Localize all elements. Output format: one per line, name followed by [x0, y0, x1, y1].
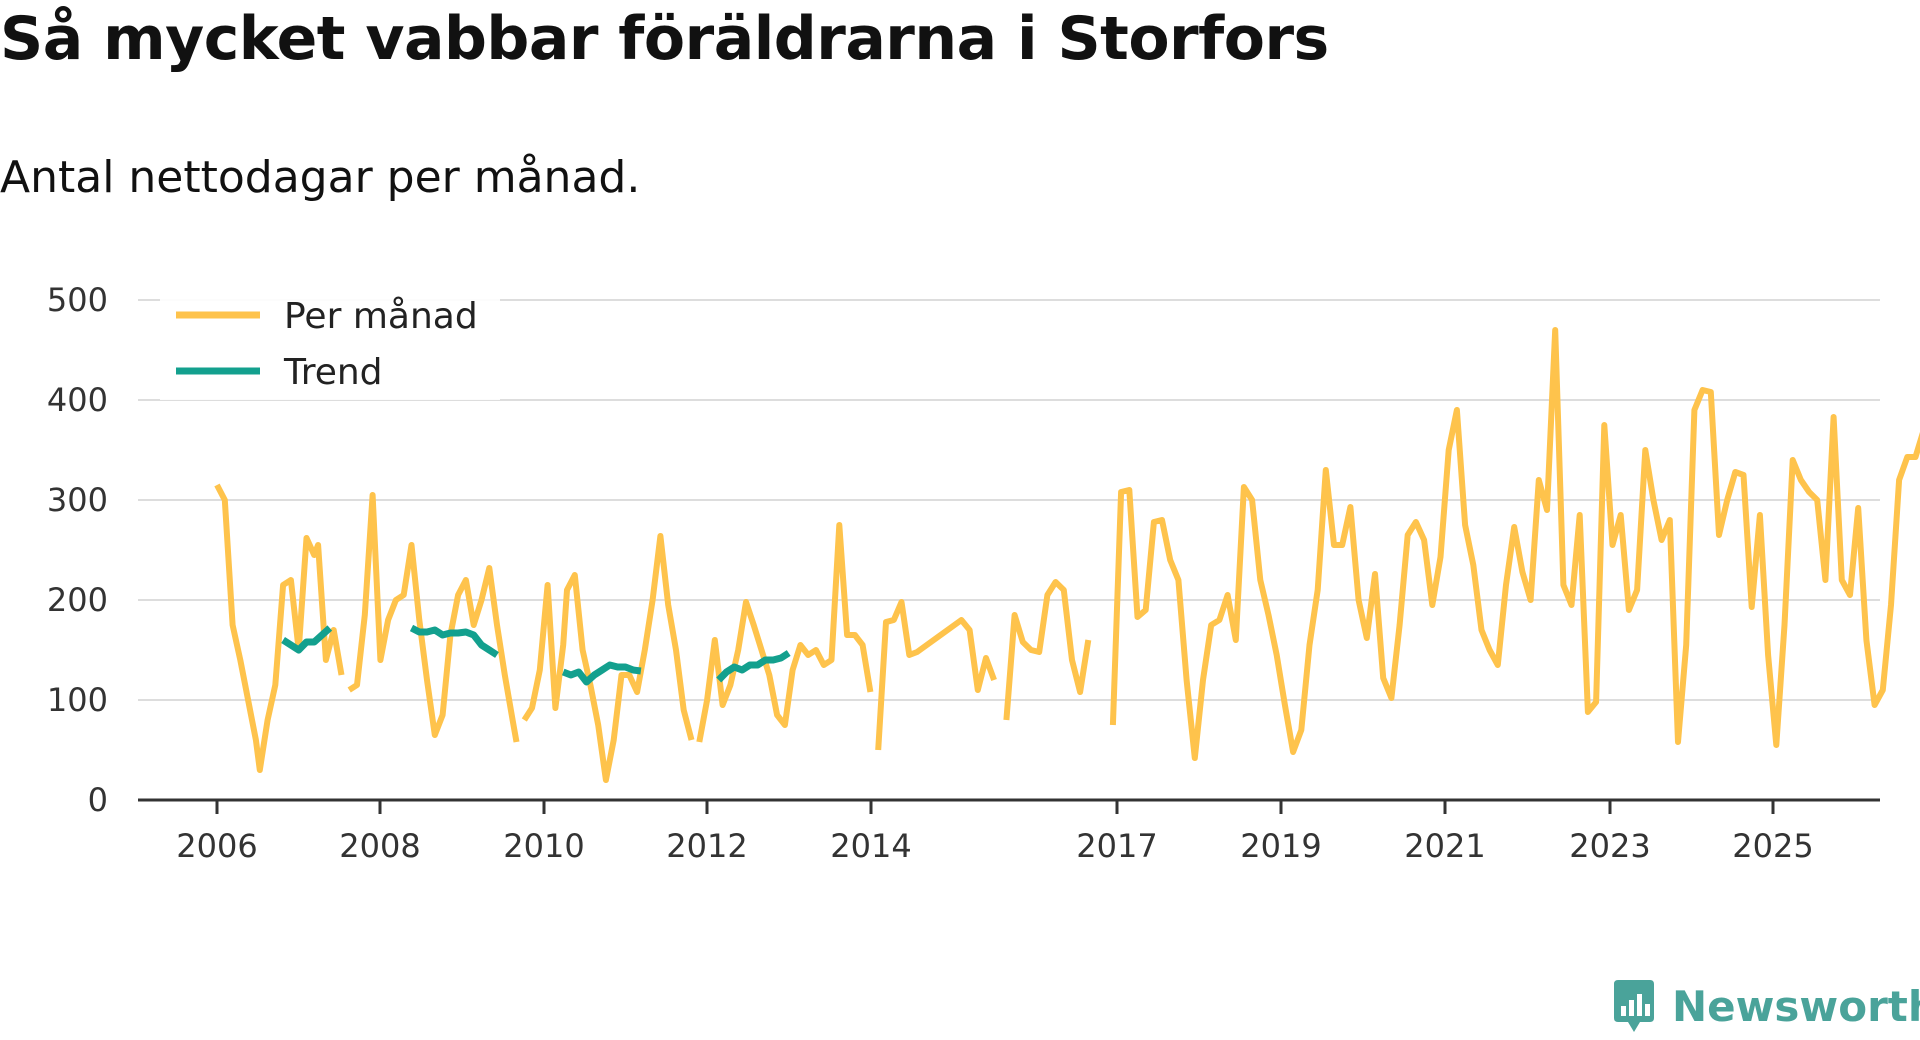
series-line-per-manad [1003, 579, 1092, 721]
y-tick-label: 400 [47, 381, 108, 419]
y-tick-label: 500 [47, 281, 108, 319]
y-tick-label: 100 [47, 681, 108, 719]
series-line-per-manad [1109, 327, 1920, 761]
brand: Newsworthy [1610, 978, 1920, 1034]
series-line-per-manad [696, 522, 874, 743]
legend-background [160, 280, 500, 400]
legend-label-trend: Trend [283, 352, 383, 393]
x-tick-label: 2023 [1569, 827, 1650, 865]
series-line-per-manad [214, 483, 345, 773]
y-tick-label: 300 [47, 481, 108, 519]
x-axis: 2006 2008 2010 2012 2014 2017 2019 2021 2023 2025 [138, 798, 1880, 865]
newsworthy-logo-icon [1614, 980, 1654, 1032]
x-tick-label: 2025 [1732, 827, 1813, 865]
y-tick-label: 0 [88, 781, 108, 819]
series-line-trend [409, 624, 499, 658]
x-tick-label: 2010 [503, 827, 584, 865]
series-line-trend [716, 650, 791, 683]
x-tick-label: 2021 [1404, 827, 1485, 865]
legend: Per månad Trend [160, 280, 500, 400]
series-line-trend [561, 661, 642, 686]
series-layer [214, 327, 1920, 783]
series-line-per-manad [347, 492, 520, 743]
x-tick-label: 2017 [1076, 827, 1157, 865]
x-tick-label: 2019 [1240, 827, 1321, 865]
legend-label-per-manad: Per månad [284, 296, 478, 337]
line-chart: 0 100 200 300 400 500 2006 2008 2010 2012 2014 201… [47, 280, 1920, 865]
series-line-per-manad [875, 599, 997, 751]
x-tick-label: 2014 [830, 827, 911, 865]
x-tick-label: 2008 [339, 827, 420, 865]
y-tick-label: 200 [47, 581, 108, 619]
x-tick-label: 2006 [176, 827, 257, 865]
brand-name: Newsworthy [1672, 981, 1920, 1031]
series-line-trend [281, 625, 333, 654]
x-tick-label: 2012 [666, 827, 747, 865]
series-line-per-manad [521, 533, 695, 783]
page-subtitle: Antal nettodagar per månad. [0, 152, 641, 203]
page-title: Så mycket vabbar föräldrarna i Storfors [0, 4, 1329, 74]
